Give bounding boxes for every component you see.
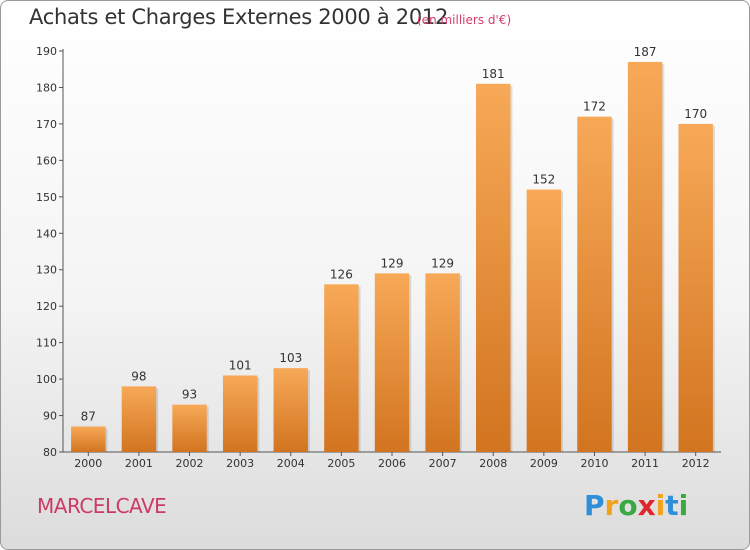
y-tick-label: 120 [36, 300, 57, 313]
bar [71, 426, 106, 452]
logo-letter: P [584, 489, 605, 522]
bar-value-label: 181 [482, 67, 505, 81]
bar [273, 368, 308, 452]
x-tick-label: 2007 [429, 457, 457, 470]
bar-value-label: 129 [381, 256, 404, 270]
bar [577, 116, 612, 453]
y-tick-label: 100 [36, 373, 57, 386]
bar-value-label: 172 [583, 100, 606, 114]
location-label: MARCELCAVE [37, 494, 167, 518]
logo-letter: i [678, 489, 689, 522]
chart-subtitle: (en milliers d'€) [417, 13, 512, 27]
bar-value-label: 101 [229, 358, 252, 372]
x-tick-label: 2001 [125, 457, 153, 470]
x-tick-label: 2002 [176, 457, 204, 470]
x-tick-label: 2011 [631, 457, 659, 470]
bar-value-label: 129 [431, 256, 454, 270]
x-tick-label: 2004 [277, 457, 305, 470]
y-tick-label: 150 [36, 191, 57, 204]
x-tick-label: 2006 [378, 457, 406, 470]
y-tick-label: 160 [36, 154, 57, 167]
bar-value-label: 93 [182, 388, 197, 402]
y-tick-label: 80 [43, 446, 57, 459]
bar [121, 386, 157, 452]
y-tick-label: 90 [43, 410, 57, 423]
x-tick-label: 2009 [530, 457, 558, 470]
bar-value-label: 103 [279, 351, 302, 365]
logo-letter: o [618, 489, 638, 522]
logo-letter: t [665, 489, 679, 522]
y-tick-label: 110 [36, 337, 57, 350]
bar [627, 61, 663, 452]
y-tick-label: 170 [36, 118, 57, 131]
bar [526, 189, 562, 452]
x-tick-label: 2000 [74, 457, 102, 470]
bar-value-label: 187 [634, 45, 657, 59]
x-tick-label: 2005 [327, 457, 355, 470]
logo-letter: i [655, 489, 666, 522]
logo-letter: r [604, 489, 619, 522]
x-tick-label: 2008 [479, 457, 507, 470]
y-tick-label: 190 [36, 45, 57, 58]
chart-title: Achats et Charges Externes 2000 à 2012 [29, 5, 449, 29]
bar-value-label: 170 [684, 107, 707, 121]
x-tick-label: 2012 [682, 457, 710, 470]
bar-value-label: 126 [330, 267, 353, 281]
bar-value-label: 152 [532, 173, 555, 187]
x-tick-label: 2003 [226, 457, 254, 470]
bar [678, 123, 713, 452]
bar [425, 273, 460, 452]
bar-value-label: 87 [81, 409, 96, 423]
bar [172, 404, 207, 452]
bar [374, 273, 410, 452]
bar-value-label: 98 [131, 369, 146, 383]
y-tick-label: 130 [36, 264, 57, 277]
bar [324, 284, 359, 452]
bar [222, 375, 258, 452]
y-tick-label: 140 [36, 227, 57, 240]
y-tick-label: 180 [36, 81, 57, 94]
bar [476, 83, 511, 453]
x-tick-label: 2010 [580, 457, 608, 470]
proxiti-logo: Proxiti [584, 489, 688, 522]
logo-letter: x [637, 489, 656, 522]
